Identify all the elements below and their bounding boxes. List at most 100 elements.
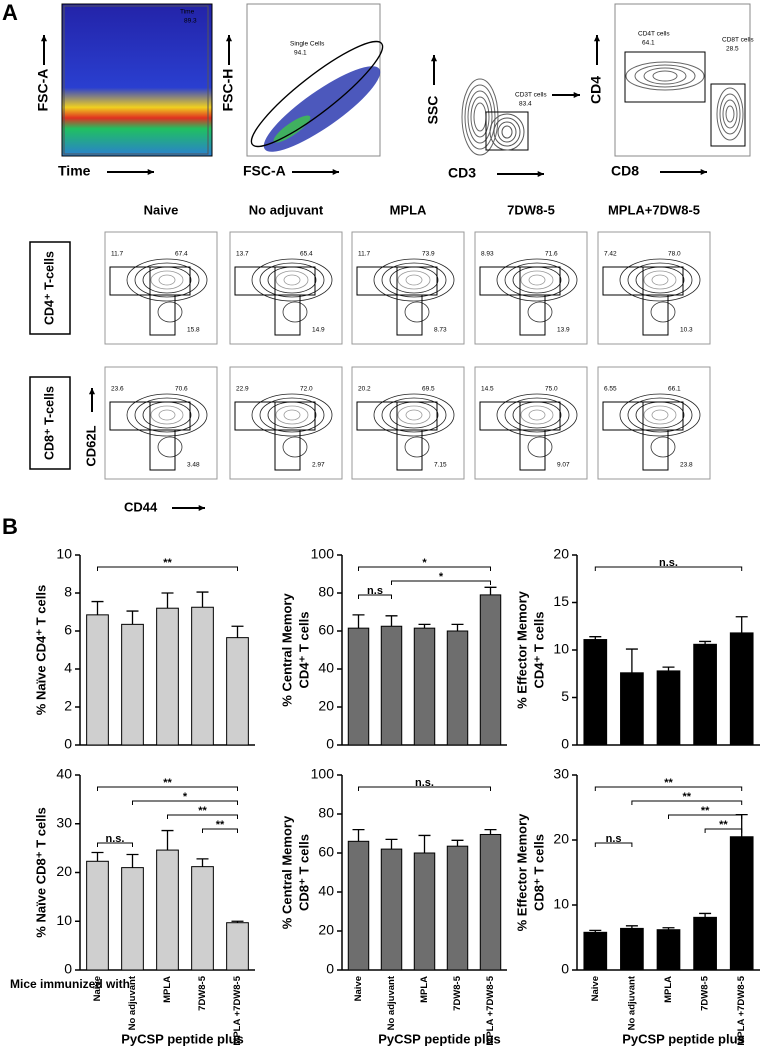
arrow-head <box>332 168 339 176</box>
significance-bracket <box>97 566 238 571</box>
contour <box>520 270 554 290</box>
gate-value: 72.0 <box>300 386 313 393</box>
contour <box>467 90 493 144</box>
y-tick-label: 10 <box>56 912 72 928</box>
significance-label: ** <box>683 791 692 803</box>
gate-value: 83.4 <box>519 101 532 108</box>
error-bar <box>91 600 104 615</box>
x-tick-label: MPLA <box>419 976 430 1003</box>
bar <box>583 931 608 971</box>
error-bar <box>352 614 365 629</box>
significance-label: ** <box>664 777 673 789</box>
density-plot <box>61 3 213 157</box>
bar <box>446 630 469 746</box>
bar <box>347 840 370 971</box>
contour <box>504 397 570 433</box>
significance-bracket <box>594 786 743 791</box>
significance-label: * <box>183 791 188 803</box>
y-axis-label: % Naïve CD8⁺ T cells <box>33 807 48 937</box>
bar <box>693 916 717 971</box>
y-tick-label: 60 <box>318 622 334 638</box>
contour <box>275 270 309 290</box>
y-axis-label: % Central Memory <box>279 593 294 707</box>
contour <box>404 301 430 323</box>
significance-bracket <box>631 800 743 805</box>
significance-bracket <box>167 814 238 819</box>
y-axis-label: CD4⁺ T cells <box>531 612 546 689</box>
contour <box>634 64 696 88</box>
column-header: Naive <box>144 202 179 217</box>
y-tick-label: 15 <box>553 593 569 609</box>
error-bar <box>662 927 675 930</box>
contour <box>722 99 738 129</box>
error-bar <box>161 829 174 851</box>
contour <box>381 397 447 433</box>
contour <box>405 274 423 286</box>
contour <box>158 409 176 421</box>
contour <box>126 393 208 437</box>
y-tick-label: 40 <box>318 660 334 676</box>
y-tick-label: 20 <box>56 863 72 879</box>
row-title: Mice immunized with <box>10 977 130 991</box>
arrow-head <box>147 168 154 176</box>
bar <box>156 849 179 971</box>
significance-bracket <box>202 828 238 833</box>
significance-label: n.s <box>606 833 622 845</box>
gate <box>63 5 209 155</box>
arrow-head <box>700 168 707 176</box>
contour <box>625 61 705 91</box>
contour <box>650 301 676 323</box>
gate-value: 65.4 <box>300 251 313 258</box>
y-tick-label: 0 <box>326 736 334 752</box>
y-axis-label: % Naïve CD4⁺ T cells <box>33 585 48 715</box>
contour <box>489 113 525 151</box>
contour <box>504 262 570 298</box>
density-core <box>273 115 311 143</box>
gate-value: 22.9 <box>236 386 249 393</box>
gate-value: 3.48 <box>187 462 200 469</box>
error-bar <box>385 838 398 850</box>
gate-name: Time <box>180 9 195 16</box>
bar <box>620 927 644 971</box>
bar <box>729 836 754 971</box>
y-axis-label: % Effector Memory <box>514 813 529 932</box>
y-tick-label: 40 <box>318 883 334 899</box>
arrow-head <box>198 504 205 512</box>
y-tick-label: 20 <box>318 922 334 938</box>
error-bar <box>484 586 497 595</box>
column-header: No adjuvant <box>249 202 324 217</box>
significance-bracket <box>594 842 633 847</box>
error-bar <box>625 925 638 929</box>
y-tick-label: 6 <box>64 622 72 638</box>
y-tick-label: 10 <box>553 641 569 657</box>
contour <box>651 409 669 421</box>
bar <box>191 606 214 746</box>
bar <box>226 637 249 746</box>
gate-value: 11.7 <box>358 251 371 258</box>
contour <box>520 405 554 425</box>
contour <box>528 409 546 421</box>
significance-bracket <box>594 566 743 571</box>
error-bar <box>699 640 712 645</box>
gate-value: 6.55 <box>604 386 617 393</box>
bar <box>446 845 469 971</box>
contour <box>470 96 490 138</box>
contour <box>496 258 578 302</box>
bar <box>121 867 144 971</box>
error-bar <box>126 853 139 868</box>
bar <box>156 607 179 746</box>
gate-value: 23.6 <box>111 386 124 393</box>
contour <box>497 121 517 143</box>
gate <box>396 294 423 336</box>
gate-value: 89.3 <box>184 18 197 25</box>
y-tick-label: 20 <box>318 698 334 714</box>
arrow-head <box>225 35 233 42</box>
significance-label: n.s. <box>415 777 434 789</box>
gate-value: 71.6 <box>545 251 558 258</box>
bar <box>583 639 608 746</box>
contour <box>397 405 431 425</box>
y-tick-label: 20 <box>553 546 569 562</box>
error-bar <box>91 851 104 862</box>
gate-name: CD3T cells <box>515 92 547 99</box>
